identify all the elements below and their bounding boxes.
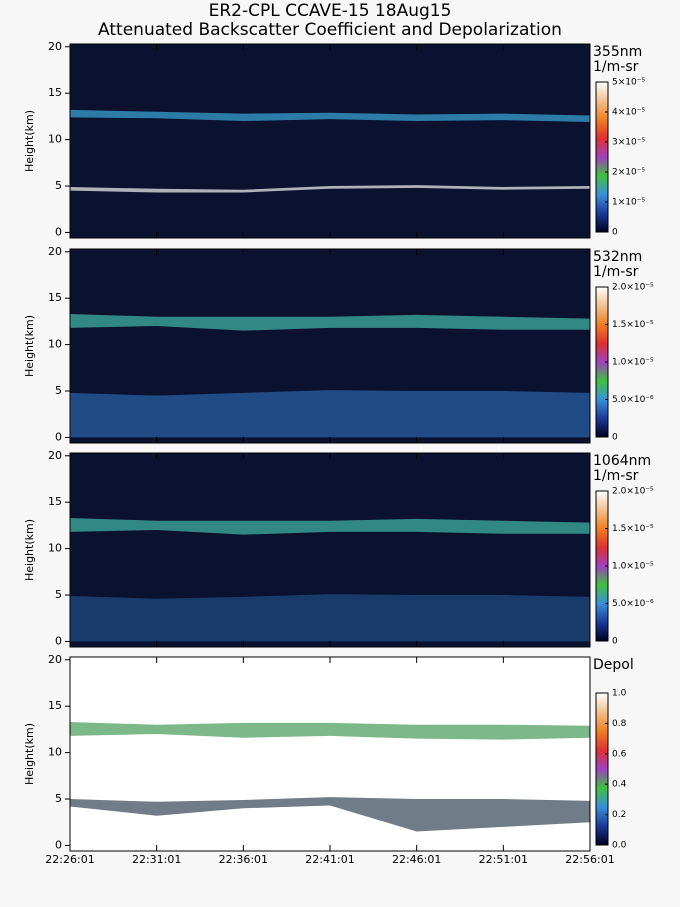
colorbar-tick-label: 0.6 bbox=[612, 749, 627, 759]
x-tick-label: 22:41:01 bbox=[305, 853, 354, 866]
y-tick-label: 0 bbox=[55, 838, 62, 851]
layer bbox=[70, 390, 590, 438]
y-tick-label: 5 bbox=[55, 384, 62, 397]
chart-title: ER2-CPL CCAVE-15 18Aug15 bbox=[209, 1, 452, 21]
colorbar-tick-label: 5.0×10⁻⁶ bbox=[612, 599, 654, 609]
y-tick-label: 15 bbox=[48, 495, 62, 508]
x-tick-label: 22:56:01 bbox=[565, 853, 614, 866]
layer bbox=[70, 109, 590, 122]
y-tick-label: 10 bbox=[48, 542, 62, 555]
layer bbox=[70, 594, 590, 642]
y-tick-label: 0 bbox=[55, 225, 62, 238]
layer bbox=[70, 721, 590, 740]
y-tick-label: 5 bbox=[55, 792, 62, 805]
colorbar-tick-label: 0 bbox=[612, 228, 618, 238]
y-tick-label: 15 bbox=[48, 699, 62, 712]
colorbar-label: 532nm bbox=[593, 249, 642, 265]
y-axis-label: Height(km) bbox=[23, 723, 36, 785]
x-tick-label: 22:26:01 bbox=[45, 853, 94, 866]
y-tick-label: 0 bbox=[55, 430, 62, 443]
plot-background bbox=[70, 44, 590, 238]
layer bbox=[70, 517, 590, 535]
y-tick-label: 20 bbox=[48, 449, 62, 462]
y-tick-label: 5 bbox=[55, 588, 62, 601]
x-tick-label: 22:51:01 bbox=[479, 853, 528, 866]
colorbar-tick-label: 2.0×10⁻⁵ bbox=[612, 283, 654, 293]
colorbar-tick-label: 0 bbox=[612, 433, 618, 443]
chart-subtitle: Attenuated Backscatter Coefficient and D… bbox=[98, 20, 562, 40]
colorbar-label: 355nm bbox=[593, 44, 642, 60]
colorbar-tick-label: 2.0×10⁻⁵ bbox=[612, 487, 654, 497]
layer bbox=[70, 185, 590, 193]
colorbar-tick-label: 5.0×10⁻⁶ bbox=[612, 395, 654, 405]
colorbar-tick-label: 2×10⁻⁵ bbox=[612, 168, 645, 178]
y-axis-label: Height(km) bbox=[23, 110, 36, 172]
colorbar-tick-label: 1.0×10⁻⁵ bbox=[612, 358, 654, 368]
colorbar-tick-label: 1.5×10⁻⁵ bbox=[612, 524, 654, 534]
y-tick-label: 10 bbox=[48, 338, 62, 351]
colorbar-tick-label: 1.0×10⁻⁵ bbox=[612, 562, 654, 572]
y-tick-label: 20 bbox=[48, 653, 62, 666]
colorbar-label: 1/m-sr bbox=[593, 264, 639, 280]
colorbar-tick-label: 1×10⁻⁵ bbox=[612, 198, 645, 208]
y-tick-label: 5 bbox=[55, 179, 62, 192]
colorbar-tick-label: 4×10⁻⁵ bbox=[612, 108, 645, 118]
x-tick-label: 22:36:01 bbox=[219, 853, 268, 866]
y-tick-label: 10 bbox=[48, 746, 62, 759]
colorbar-label: Depol bbox=[593, 657, 634, 673]
y-tick-label: 10 bbox=[48, 133, 62, 146]
y-tick-label: 15 bbox=[48, 86, 62, 99]
colorbar-tick-label: 3×10⁻⁵ bbox=[612, 138, 645, 148]
colorbar-tick-label: 0.4 bbox=[612, 780, 627, 790]
y-axis-label: Height(km) bbox=[23, 315, 36, 377]
colorbar-tick-label: 1.0 bbox=[612, 689, 627, 699]
layer bbox=[70, 313, 590, 331]
x-tick-label: 22:46:01 bbox=[392, 853, 441, 866]
colorbar-tick-label: 0 bbox=[612, 637, 618, 647]
y-tick-label: 20 bbox=[48, 40, 62, 53]
colorbar bbox=[595, 81, 609, 233]
colorbar-tick-label: 1.5×10⁻⁵ bbox=[612, 320, 654, 330]
y-tick-label: 0 bbox=[55, 634, 62, 647]
layer bbox=[70, 797, 590, 832]
y-tick-label: 15 bbox=[48, 291, 62, 304]
colorbar bbox=[595, 692, 609, 846]
colorbar-tick-label: 0.8 bbox=[612, 719, 627, 729]
colorbar-label: 1/m-sr bbox=[593, 59, 639, 75]
colorbar-tick-label: 0.2 bbox=[612, 810, 626, 820]
colorbar-tick-label: 5×10⁻⁵ bbox=[612, 78, 645, 88]
x-tick-label: 22:31:01 bbox=[132, 853, 181, 866]
colorbar-tick-label: 0.0 bbox=[612, 841, 627, 851]
y-axis-label: Height(km) bbox=[23, 519, 36, 581]
y-tick-label: 20 bbox=[48, 245, 62, 258]
colorbar-label: 1/m-sr bbox=[593, 468, 639, 484]
colorbar-label: 1064nm bbox=[593, 453, 651, 469]
